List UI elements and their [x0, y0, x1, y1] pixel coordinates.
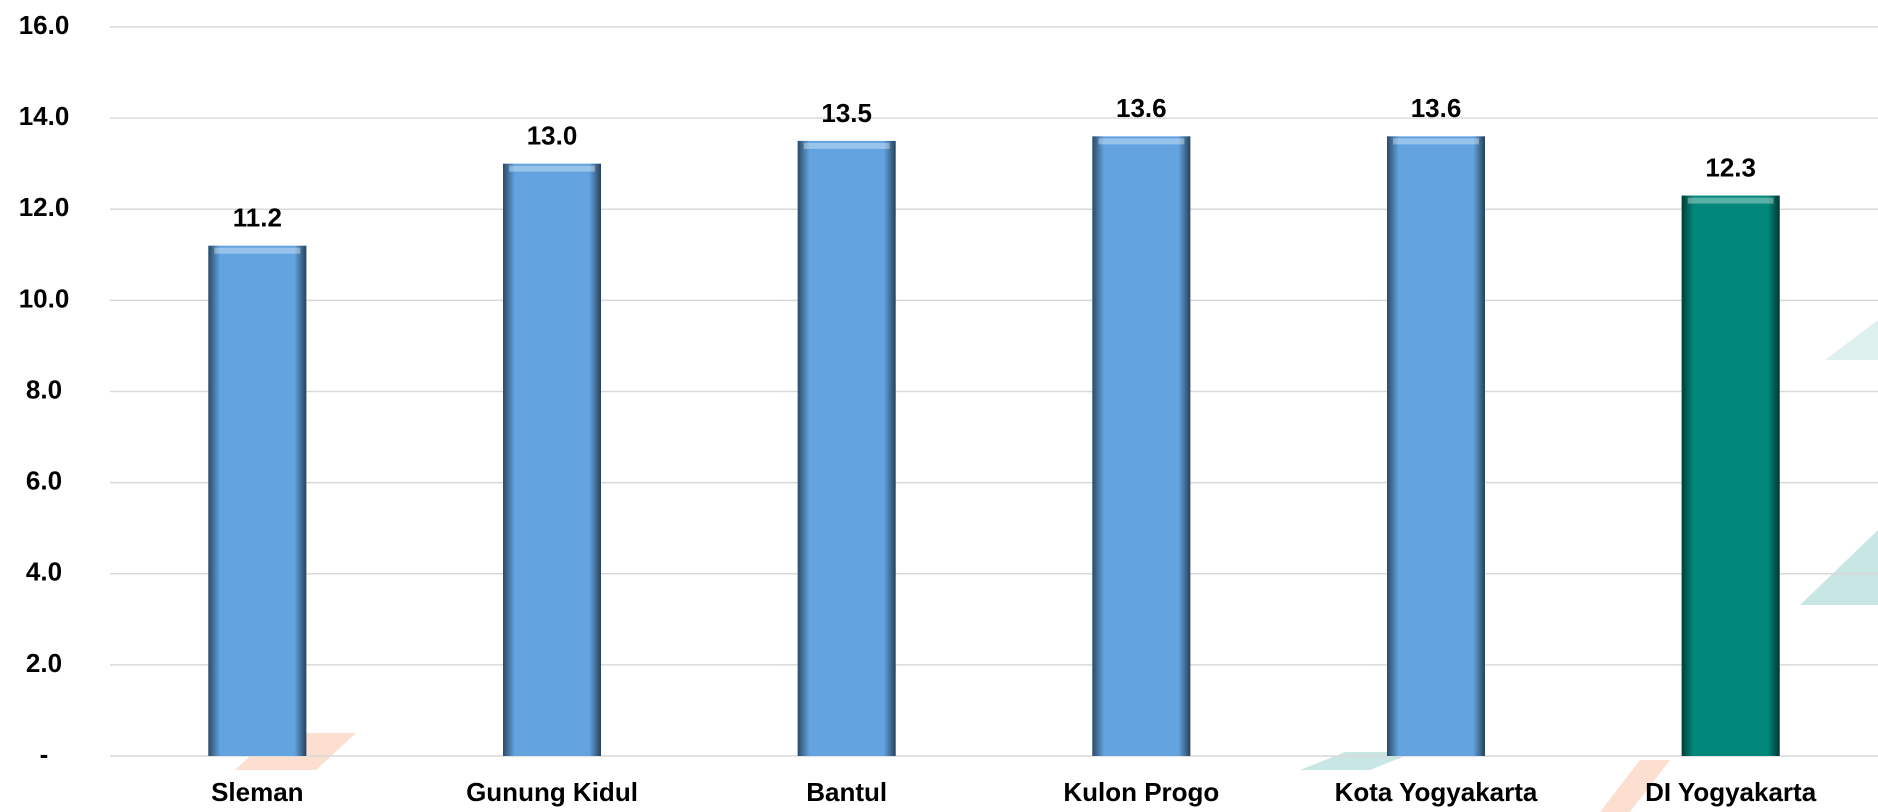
bar-highlight [214, 247, 301, 254]
bar [208, 245, 307, 756]
x-tick-label: Gunung Kidul [466, 777, 638, 807]
bar [797, 140, 896, 756]
bar [1681, 195, 1780, 757]
value-label: 13.0 [527, 121, 578, 151]
y-tick-label: 12.0 [19, 192, 70, 222]
y-tick-label: 10.0 [19, 283, 70, 313]
bar [503, 163, 601, 756]
x-tick-label: DI Yogyakarta [1645, 777, 1817, 807]
x-tick-label: Kulon Progo [1063, 777, 1219, 807]
value-label: 13.5 [821, 98, 872, 128]
x-tick-label: Kota Yogyakarta [1335, 777, 1538, 807]
bar [1092, 136, 1191, 757]
y-tick-label: 14.0 [19, 101, 70, 131]
y-tick-label: 2.0 [26, 648, 62, 678]
value-label: 13.6 [1116, 93, 1167, 123]
bar-highlight [1687, 197, 1774, 204]
value-label: 11.2 [233, 203, 282, 233]
y-tick-label: 6.0 [26, 466, 62, 496]
bar-highlight [509, 165, 595, 172]
value-label: 12.3 [1705, 152, 1756, 182]
x-tick-label: Bantul [806, 777, 887, 807]
bar-highlight [1393, 138, 1479, 145]
y-tick-label: 4.0 [26, 557, 62, 587]
y-tick-label: 8.0 [26, 374, 62, 404]
y-tick-label: 16.0 [19, 10, 70, 40]
background-decor [235, 320, 1878, 812]
bar-highlight [803, 142, 890, 149]
bar [1387, 136, 1485, 757]
value-label: 13.6 [1411, 93, 1462, 123]
y-tick-label: - [40, 739, 49, 769]
x-tick-label: Sleman [211, 777, 304, 807]
bar-highlight [1098, 138, 1185, 145]
